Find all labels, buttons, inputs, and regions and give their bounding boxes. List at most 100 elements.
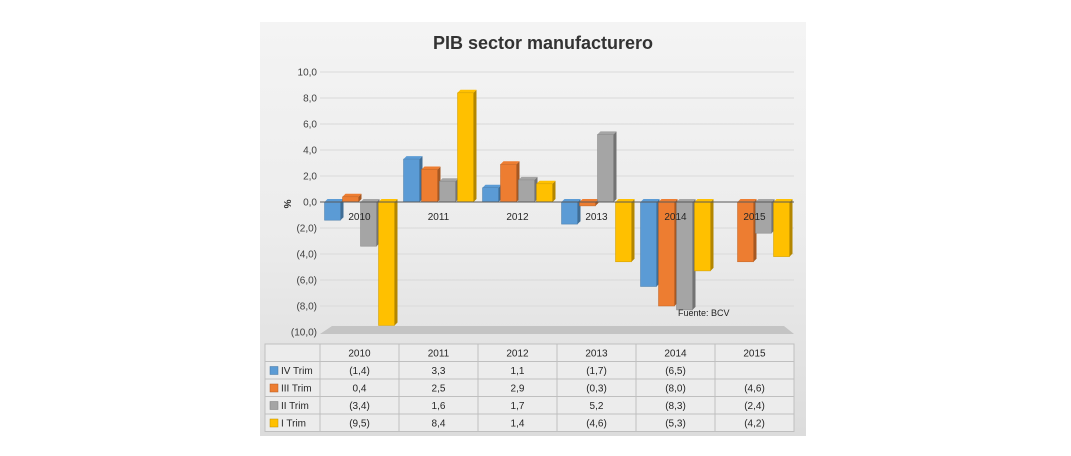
bar-front bbox=[773, 201, 790, 257]
bar-top bbox=[360, 199, 380, 202]
chart-title: PIB sector manufacturero bbox=[433, 33, 653, 53]
bar-top bbox=[694, 199, 714, 202]
bar-top bbox=[640, 199, 660, 202]
y-tick-label: 2,0 bbox=[303, 172, 317, 183]
bar bbox=[518, 176, 538, 203]
bar-front bbox=[342, 196, 359, 203]
bar bbox=[536, 180, 556, 203]
bar-top bbox=[518, 176, 538, 180]
bar-front bbox=[579, 201, 596, 207]
bar-front bbox=[482, 187, 499, 203]
bar-front bbox=[378, 201, 395, 326]
bar-top bbox=[658, 199, 678, 202]
legend-label: I Trim bbox=[281, 419, 306, 430]
bar-top bbox=[500, 161, 520, 165]
table-frame bbox=[264, 343, 795, 432]
table-cell: (1,4) bbox=[349, 366, 370, 377]
table-cell: (4,2) bbox=[744, 419, 765, 430]
table-cell: (8,3) bbox=[665, 401, 686, 412]
bar-front bbox=[421, 169, 438, 203]
table-cell: (6,5) bbox=[665, 366, 686, 377]
bar bbox=[676, 199, 696, 311]
bar-front bbox=[403, 158, 420, 203]
bar-top bbox=[755, 199, 775, 202]
bar-front bbox=[324, 201, 341, 221]
y-tick-label: 0,0 bbox=[303, 198, 317, 209]
table-cell: 8,4 bbox=[432, 419, 446, 430]
y-tick-label: 8,0 bbox=[303, 94, 317, 105]
table-cell: (0,3) bbox=[586, 384, 607, 395]
table-cell: 2,9 bbox=[511, 384, 525, 395]
table-cell: (4,6) bbox=[744, 384, 765, 395]
legend-label: II Trim bbox=[281, 401, 309, 412]
y-axis-label: % bbox=[281, 200, 292, 209]
table-header-cell: 2010 bbox=[348, 349, 371, 360]
y-tick-label: 6,0 bbox=[303, 120, 317, 131]
bar-side bbox=[613, 131, 617, 202]
y-tick-label: (6,0) bbox=[296, 276, 317, 287]
table-cell: 1,7 bbox=[511, 401, 525, 412]
y-tick-label: 10,0 bbox=[298, 68, 318, 79]
bar-side bbox=[340, 199, 344, 221]
bar bbox=[737, 199, 757, 263]
bar-top bbox=[324, 199, 344, 202]
bar bbox=[439, 178, 459, 203]
category-label: 2015 bbox=[743, 212, 766, 223]
bar bbox=[403, 156, 423, 203]
table-cell: 1,4 bbox=[511, 419, 525, 430]
bar-top bbox=[579, 199, 599, 202]
bar-top bbox=[561, 199, 581, 202]
bar-side bbox=[631, 199, 635, 262]
category-labels: 2010 2011 2012 2013 2014 2015 bbox=[348, 212, 766, 223]
bar bbox=[500, 161, 520, 203]
table-header-cell: 2012 bbox=[506, 349, 529, 360]
legend-label: IV Trim bbox=[281, 366, 313, 377]
category-label: 2010 bbox=[348, 212, 371, 223]
bar-side bbox=[710, 199, 714, 271]
table-cell: (8,0) bbox=[665, 384, 686, 395]
bar-front bbox=[694, 201, 711, 272]
bar-front bbox=[360, 201, 377, 247]
bar bbox=[378, 199, 398, 326]
bar-top bbox=[597, 131, 617, 135]
bar-top bbox=[457, 89, 477, 93]
bar-top bbox=[439, 178, 459, 182]
bar-side bbox=[358, 193, 362, 202]
bar bbox=[597, 131, 617, 203]
table-header-cell: 2014 bbox=[664, 349, 687, 360]
bar-side bbox=[552, 180, 556, 202]
table-cell: 1,1 bbox=[511, 366, 525, 377]
bar bbox=[482, 184, 502, 203]
legend-label: III Trim bbox=[281, 384, 312, 395]
table-cell: 5,2 bbox=[590, 401, 604, 412]
bar-top bbox=[773, 199, 793, 202]
bar-front bbox=[439, 180, 456, 203]
bar-front bbox=[518, 179, 535, 203]
data-table: 2010 2011 2012 2013 2014 2015 IV Trim (1,4) 3,3 1… bbox=[264, 343, 795, 432]
table-cell: 1,6 bbox=[432, 401, 446, 412]
y-tick-label: (8,0) bbox=[296, 302, 317, 313]
bar-top bbox=[403, 156, 423, 160]
y-tick-label: (2,0) bbox=[296, 224, 317, 235]
legend-key bbox=[269, 401, 279, 410]
y-tick-label: 4,0 bbox=[303, 146, 317, 157]
bar-front bbox=[561, 201, 578, 225]
bar bbox=[457, 89, 477, 203]
bar-front bbox=[640, 201, 657, 287]
y-tick-label: (10,0) bbox=[291, 328, 317, 339]
bar-top bbox=[676, 199, 696, 202]
bar-front bbox=[597, 134, 614, 203]
table-cell: (1,7) bbox=[586, 366, 607, 377]
source-annotation: Fuente: BCV bbox=[678, 308, 730, 318]
category-label: 2014 bbox=[664, 212, 687, 223]
table-cell: (3,4) bbox=[349, 401, 370, 412]
bar-front bbox=[536, 183, 553, 203]
bar-side bbox=[789, 199, 793, 257]
bar-top bbox=[378, 199, 398, 202]
bar bbox=[421, 166, 441, 203]
bar bbox=[324, 199, 344, 221]
bar bbox=[694, 199, 714, 272]
category-label: 2013 bbox=[585, 212, 608, 223]
table-cell: (2,4) bbox=[744, 401, 765, 412]
table-header-cell: 2015 bbox=[743, 349, 766, 360]
